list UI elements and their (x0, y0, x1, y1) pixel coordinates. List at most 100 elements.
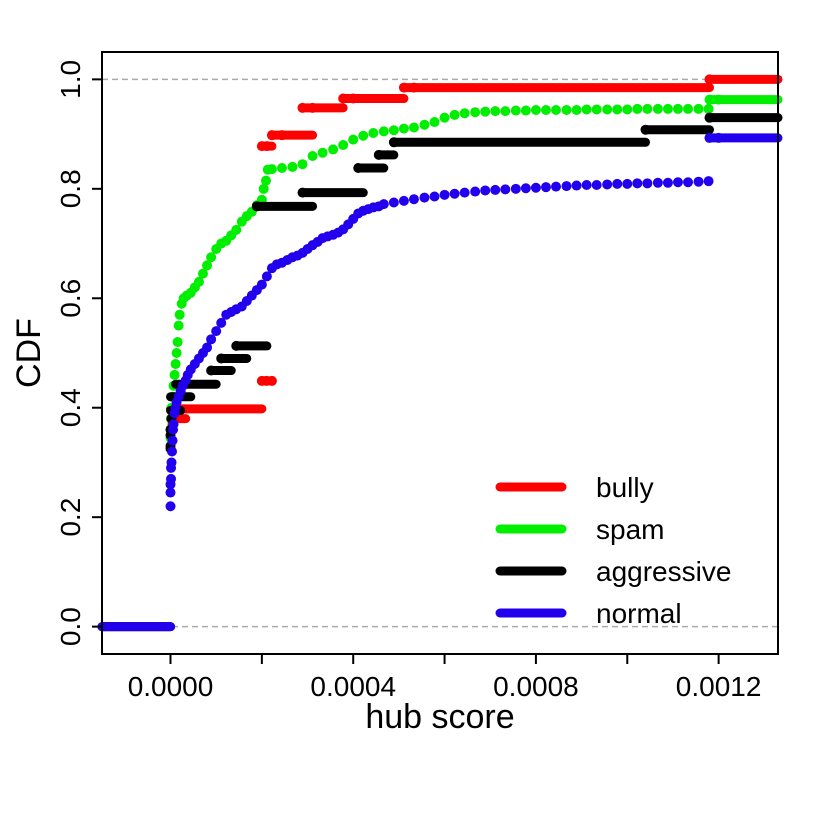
spam-point-19 (202, 260, 213, 271)
normal-point-91 (713, 132, 724, 143)
aggressive-point-12 (388, 137, 399, 148)
spam-point-40 (328, 144, 339, 155)
spam-point-37 (297, 159, 308, 170)
bully-point-4 (266, 375, 277, 386)
spam-point-74 (672, 103, 683, 114)
normal-point-59 (398, 195, 409, 206)
spam-point-72 (652, 103, 663, 114)
y-tick-label-3: 0.6 (55, 279, 86, 318)
normal-point-68 (490, 184, 501, 195)
normal-point-34 (261, 271, 272, 282)
normal-point-75 (561, 181, 572, 192)
spam-point-47 (398, 123, 409, 134)
normal-point-78 (591, 179, 602, 190)
normal-point-69 (500, 184, 511, 195)
aggressive-point-8 (251, 201, 262, 212)
spam-point-51 (439, 112, 450, 123)
spam-point-46 (388, 125, 399, 136)
aggressive-point-10 (353, 163, 364, 174)
normal-point-80 (612, 178, 623, 189)
normal-point-81 (622, 178, 633, 189)
spam-point-70 (632, 103, 643, 114)
bully-point-12 (348, 93, 359, 104)
y-tick-label-2: 0.4 (55, 388, 86, 427)
aggressive-point-14 (704, 112, 715, 123)
spam-point-20 (206, 252, 217, 263)
series-aggressive (97, 112, 783, 632)
y-tick-label-4: 0.8 (55, 169, 86, 208)
spam-point-62 (551, 105, 562, 116)
spam-point-49 (419, 119, 430, 130)
normal-point-71 (520, 183, 531, 194)
legend-label-aggressive: aggressive (596, 556, 731, 587)
spam-point-41 (338, 140, 349, 151)
spam-point-34 (266, 164, 277, 175)
spam-point-25 (231, 224, 242, 235)
normal-point-3 (166, 473, 177, 484)
spam-point-18 (197, 268, 208, 279)
normal-point-58 (388, 197, 399, 208)
bully-point-15 (704, 74, 715, 85)
normal-point-70 (510, 183, 521, 194)
normal-point-67 (480, 185, 491, 196)
aggressive-point-5 (206, 365, 217, 376)
normal-point-63 (439, 189, 450, 200)
normal-point-24 (211, 326, 222, 337)
normal-point-65 (459, 187, 470, 198)
spam-point-68 (612, 104, 623, 115)
spam-point-17 (193, 276, 204, 287)
spam-point-32 (260, 175, 271, 186)
spam-point-48 (408, 122, 419, 133)
normal-point-23 (206, 334, 217, 345)
normal-point-64 (449, 188, 460, 199)
bully-point-10 (307, 102, 318, 113)
aggressive-point-9 (297, 187, 308, 198)
spam-point-52 (449, 109, 460, 120)
spam-point-69 (622, 104, 633, 115)
legend-label-bully: bully (596, 472, 654, 503)
normal-point-74 (551, 181, 562, 192)
normal-point-62 (429, 191, 440, 202)
spam-point-45 (378, 126, 389, 137)
y-axis: 0.0 0.2 0.4 0.6 0.8 1.0 (55, 60, 103, 646)
y-tick-label-1: 0.2 (55, 498, 86, 537)
normal-point-0 (165, 501, 176, 512)
normal-point-89 (703, 176, 714, 187)
spam-point-78 (704, 94, 715, 105)
spam-point-39 (317, 147, 328, 158)
bully-point-9 (297, 102, 308, 113)
normal-point-77 (581, 179, 592, 190)
aggressive-point-13 (640, 124, 651, 135)
spam-point-55 (480, 106, 491, 117)
spam-point-73 (662, 103, 673, 114)
spam-point-11 (174, 309, 185, 320)
spam-point-59 (520, 105, 531, 116)
plot-area (97, 74, 783, 632)
normal-point-22 (202, 342, 213, 353)
bully-point-7 (266, 130, 277, 141)
spam-point-65 (581, 104, 592, 115)
spam-point-35 (276, 163, 287, 174)
spam-point-56 (490, 106, 501, 117)
series-normal (97, 132, 783, 632)
aggressive-point-7 (231, 340, 242, 351)
spam-point-50 (429, 117, 440, 128)
x-axis-title: hub score (365, 698, 514, 736)
normal-point-57 (378, 199, 389, 210)
normal-point-9 (168, 419, 179, 430)
y-axis-title: CDF (10, 318, 48, 388)
spam-point-57 (500, 106, 511, 117)
spam-point-9 (172, 337, 183, 348)
normal-point-61 (419, 192, 430, 203)
legend: bully spam aggressive normal (495, 472, 731, 629)
bully-point-8 (276, 130, 287, 141)
normal-point-7 (167, 435, 178, 446)
bully-point-13 (398, 82, 409, 93)
x-tick-label-6: 0.0012 (676, 671, 762, 702)
normal-point-88 (693, 176, 704, 187)
spam-point-6 (169, 369, 180, 380)
normal-point-72 (530, 182, 541, 193)
spam-point-60 (530, 105, 541, 116)
normal-point-5 (166, 457, 177, 468)
normal-point-86 (672, 177, 683, 188)
